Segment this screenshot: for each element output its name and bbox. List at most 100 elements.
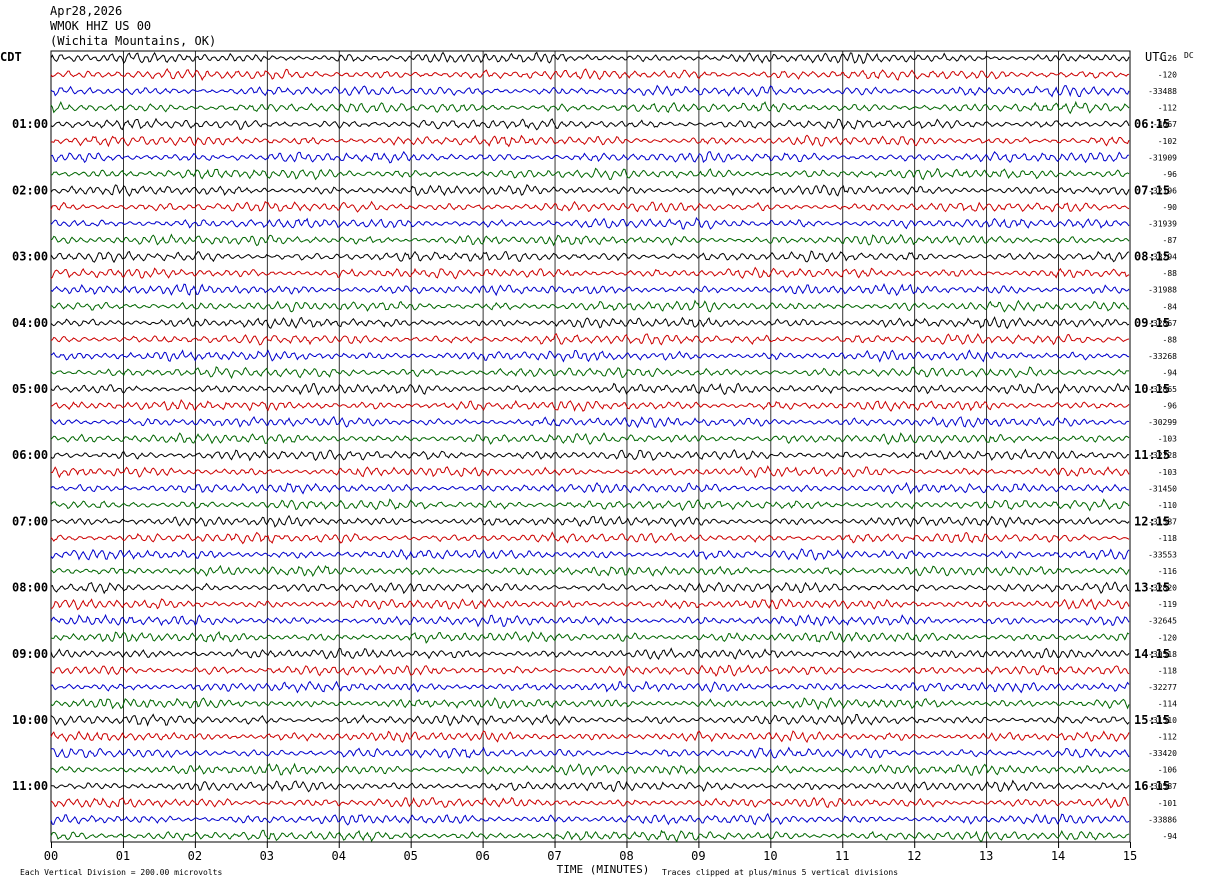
x-tick-label: 14 (1051, 849, 1065, 863)
seismic-trace (50, 680, 1130, 694)
dc-offset-label: -101 (1158, 799, 1177, 808)
seismic-trace (50, 598, 1130, 611)
seismic-trace (51, 465, 1130, 479)
dc-offset-label: -32196 (1148, 186, 1177, 195)
dc-label: DC (1184, 51, 1194, 60)
x-tick-label: 02 (188, 849, 202, 863)
cdt-hour-label: 06:00 (12, 448, 48, 462)
seismic-trace (50, 631, 1130, 644)
dc-offset-label: -84 (1163, 302, 1178, 311)
dc-offset-label: -119 (1158, 600, 1177, 609)
seismic-trace (50, 333, 1130, 346)
dc-offset-label: -33488 (1148, 87, 1177, 96)
dc-offset-label: -32867 (1148, 319, 1177, 328)
x-tick-label: 07 (547, 849, 561, 863)
seismic-trace (50, 150, 1130, 164)
dc-offset-label: -32645 (1148, 617, 1177, 626)
seismic-trace (50, 779, 1130, 793)
seismic-trace (50, 51, 1130, 65)
seismic-trace (50, 829, 1130, 843)
dc-offset-label: -110 (1158, 501, 1177, 510)
dc-offset-label: -118 (1158, 534, 1177, 543)
dc-offset-label: -33268 (1148, 352, 1177, 361)
dc-offset-label: -30518 (1148, 650, 1177, 659)
dc-offset-label: -88 (1163, 269, 1178, 278)
dc-offset-label: -88 (1163, 335, 1178, 344)
dc-offset-label: -96 (1163, 402, 1178, 411)
seismic-trace (50, 415, 1130, 429)
x-tick-label: 00 (44, 849, 58, 863)
dc-offset-label: -33294 (1148, 253, 1177, 262)
utc-hour-label: 06:15 (1134, 117, 1170, 131)
seismic-trace (50, 713, 1130, 727)
seismic-trace (50, 233, 1130, 247)
seismic-trace (50, 266, 1130, 280)
x-tick-label: 15 (1123, 849, 1137, 863)
cdt-hour-label: 03:00 (12, 250, 48, 264)
dc-offset-label: -114 (1158, 699, 1177, 708)
seismic-trace (50, 167, 1130, 181)
utc-axis-label: UTC (1145, 50, 1167, 64)
seismic-trace (50, 84, 1130, 98)
x-axis-title: TIME (MINUTES) (557, 863, 650, 876)
dc-offset-label: -33886 (1148, 815, 1177, 824)
seismic-trace (50, 184, 1130, 197)
seismic-trace (50, 564, 1130, 577)
dc-offset-label: -106 (1158, 766, 1177, 775)
dc-offset-label: -94 (1163, 832, 1178, 841)
dc-offset-label: -30299 (1148, 418, 1177, 427)
cdt-hour-label: 02:00 (12, 183, 48, 197)
seismic-trace (50, 531, 1130, 545)
utc-hour-label: 11:15 (1134, 448, 1170, 462)
seismic-trace (50, 498, 1130, 512)
seismic-trace (50, 613, 1130, 628)
date-label: Apr28,2026 (50, 4, 123, 18)
x-tick-label: 06 (475, 849, 489, 863)
x-tick-label: 11 (835, 849, 849, 863)
cdt-hour-label: 01:00 (12, 117, 48, 131)
cdt-hour-label: 10:00 (12, 713, 48, 727)
dc-offset-label: -103 (1158, 468, 1177, 477)
seismic-trace (50, 796, 1130, 809)
dc-offset-label: -31450 (1148, 484, 1177, 493)
dc-offset-label: -96 (1163, 170, 1178, 179)
dc-offset-label: -103 (1158, 435, 1177, 444)
clip-note: Traces clipped at plus/minus 5 vertical … (662, 868, 898, 877)
dc-offset-label: -112 (1158, 733, 1177, 742)
cdt-hour-label: 05:00 (12, 382, 48, 396)
dc-offset-label: -33420 (1148, 749, 1177, 758)
seismic-trace (50, 100, 1130, 115)
cdt-hour-label: 09:00 (12, 647, 48, 661)
seismic-trace (50, 216, 1130, 230)
dc-offset-label: -102 (1158, 137, 1177, 146)
utc-hour-label: 14:15 (1134, 647, 1170, 661)
utc-hour-label: 08:15 (1134, 250, 1170, 264)
dc-offset-label: -31988 (1148, 286, 1177, 295)
x-tick-label: 12 (907, 849, 921, 863)
plot-frame (50, 50, 1131, 843)
utc-hour-label: 16:15 (1134, 779, 1170, 793)
seismic-trace (50, 481, 1130, 495)
station-label: WMOK HHZ US 00 (50, 19, 152, 33)
x-tick-label: 03 (260, 849, 274, 863)
seismic-trace (50, 548, 1130, 561)
dc-offset-label: -112 (1158, 104, 1177, 113)
seismic-trace (50, 349, 1130, 363)
dc-offset-label: -118 (1158, 666, 1177, 675)
dc-offset-label: -116 (1158, 567, 1177, 576)
utc-hour-label: 13:15 (1134, 581, 1170, 595)
x-tick-label: 05 (403, 849, 417, 863)
cdt-axis-label: CDT (0, 50, 22, 64)
dc-offset-label: -31909 (1148, 153, 1177, 162)
dc-offset-label: -32820 (1148, 584, 1177, 593)
x-tick-label: 08 (619, 849, 633, 863)
seismic-trace (50, 200, 1130, 213)
dc-offset-label: -30587 (1148, 782, 1177, 791)
x-tick-label: 10 (763, 849, 777, 863)
seismic-trace (50, 432, 1130, 446)
dc-offset-label: -31510 (1148, 716, 1177, 725)
seismic-trace (50, 366, 1129, 380)
dc-offset-label: -120 (1158, 71, 1177, 80)
location-label: (Wichita Mountains, OK) (50, 34, 217, 48)
